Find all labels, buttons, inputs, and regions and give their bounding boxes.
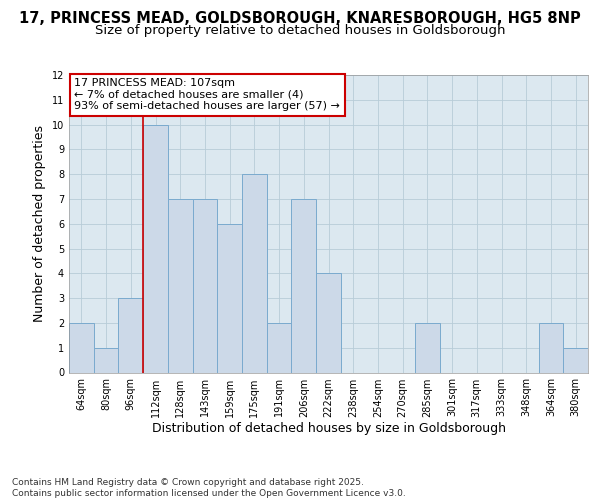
Bar <box>316 274 341 372</box>
Bar <box>143 124 168 372</box>
Bar <box>415 323 440 372</box>
Text: Contains HM Land Registry data © Crown copyright and database right 2025.
Contai: Contains HM Land Registry data © Crown c… <box>12 478 406 498</box>
X-axis label: Distribution of detached houses by size in Goldsborough: Distribution of detached houses by size … <box>151 422 505 436</box>
Bar <box>94 348 118 372</box>
Text: 17, PRINCESS MEAD, GOLDSBOROUGH, KNARESBOROUGH, HG5 8NP: 17, PRINCESS MEAD, GOLDSBOROUGH, KNARESB… <box>19 11 581 26</box>
Bar <box>168 199 193 372</box>
Bar <box>242 174 267 372</box>
Bar <box>267 323 292 372</box>
Bar <box>563 348 588 372</box>
Bar <box>193 199 217 372</box>
Text: Size of property relative to detached houses in Goldsborough: Size of property relative to detached ho… <box>95 24 505 37</box>
Bar <box>69 323 94 372</box>
Y-axis label: Number of detached properties: Number of detached properties <box>33 125 46 322</box>
Bar <box>292 199 316 372</box>
Bar <box>217 224 242 372</box>
Text: 17 PRINCESS MEAD: 107sqm
← 7% of detached houses are smaller (4)
93% of semi-det: 17 PRINCESS MEAD: 107sqm ← 7% of detache… <box>74 78 340 111</box>
Bar <box>118 298 143 372</box>
Bar <box>539 323 563 372</box>
